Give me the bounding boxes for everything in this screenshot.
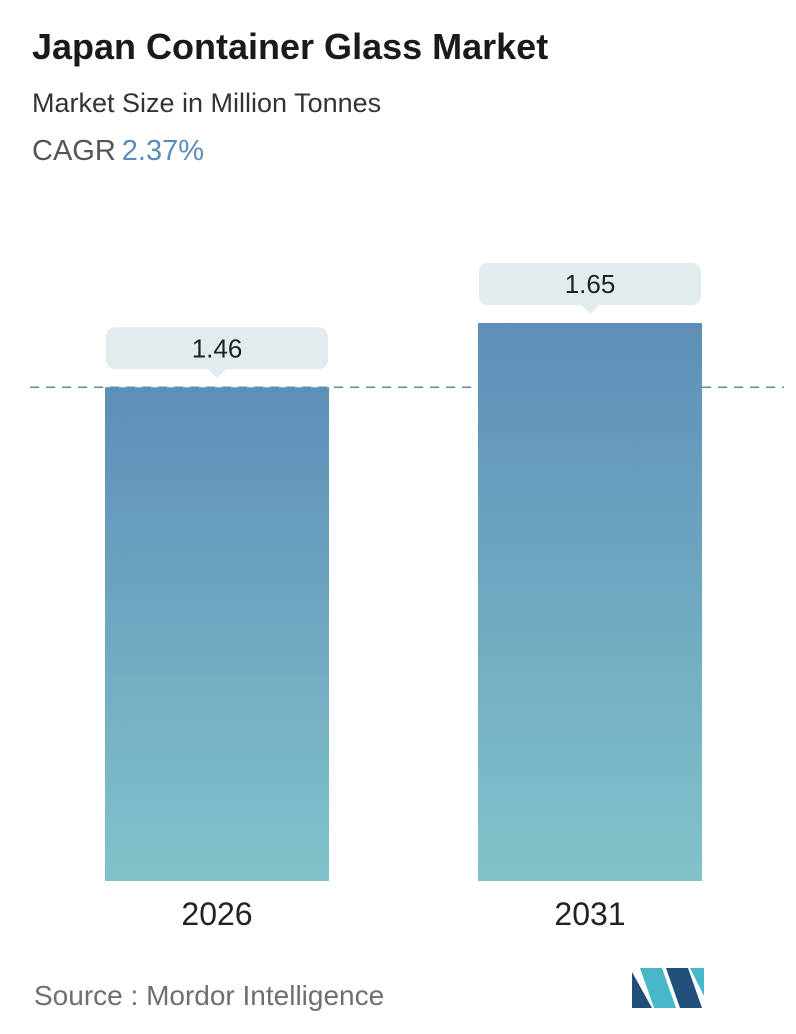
mordor-intelligence-logo-icon (632, 968, 704, 1008)
value-label-2031: 1.65 (565, 269, 616, 299)
value-label-pointer-2031 (581, 305, 599, 314)
chart-subtitle: Market Size in Million Tonnes (32, 88, 382, 118)
value-label-box-2026 (106, 327, 328, 370)
source-label: Source : (34, 980, 139, 1011)
value-label-box-2031 (479, 263, 701, 305)
cagr-value: 2.37% (121, 135, 205, 167)
bar-2026 (105, 387, 329, 881)
x-tick-label-2026: 2026 (181, 896, 252, 932)
cagr-row: CAGR 2.37% (32, 135, 204, 168)
source-name: Mordor Intelligence (146, 980, 385, 1011)
bar-2031 (478, 323, 702, 881)
chart-title: Japan Container Glass Market (32, 26, 549, 67)
value-label-pointer-2026 (208, 369, 226, 379)
value-label-2026: 1.46 (192, 333, 243, 363)
source-note: Source : Mordor Intelligence (34, 980, 384, 1012)
cagr-label: CAGR (32, 135, 116, 167)
x-tick-label-2031: 2031 (554, 896, 625, 932)
